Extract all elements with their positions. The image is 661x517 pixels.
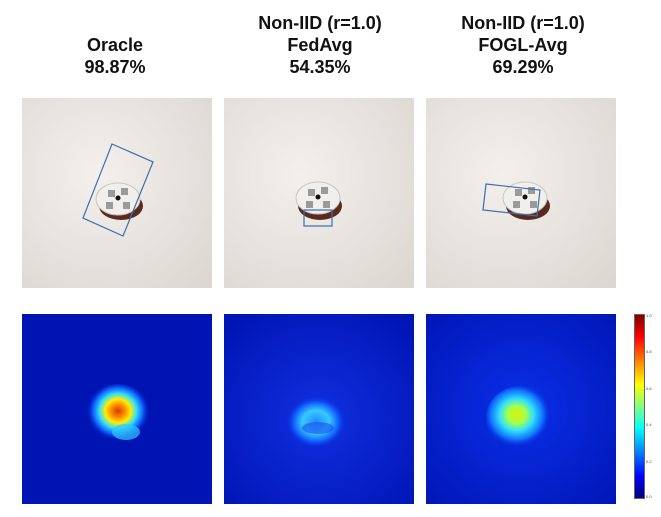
colorbar-tick: 0.6 [646,386,652,391]
photo-fedavg [224,98,414,288]
colorbar [634,314,645,499]
title-line-1: Non-IID (r=1.0) [461,13,585,33]
prediction-box [303,209,333,227]
colorbar-tick: 0.2 [646,459,652,464]
title-line-3: 54.35% [289,57,351,77]
column-title-fogl-avg: Non-IID (r=1.0) FOGL-Avg 69.29% [428,12,618,78]
title-line-1: Non-IID (r=1.0) [258,13,382,33]
title-line-2: Oracle [86,35,144,55]
column-title-fedavg: Non-IID (r=1.0) FedAvg 54.35% [225,12,415,78]
colorbar-tick: 0.4 [646,422,652,427]
title-line-2: FedAvg [287,35,353,55]
title-line-3: 69.29% [492,57,554,77]
prediction-box [482,183,541,217]
colorbar-tick: 1.0 [646,313,652,318]
photo-fogl-avg [426,98,616,288]
column-title-oracle: Oracle 98.87% [30,34,200,78]
title-line-2: FOGL-Avg [478,35,568,55]
heatmap-fedavg [224,314,414,504]
heatmap-oracle [22,314,212,504]
title-line-3: 98.87% [84,57,146,77]
colorbar-tick: 0.8 [646,349,652,354]
photo-oracle [22,98,212,288]
prediction-box [82,143,154,237]
colorbar-tick: 0.0 [646,494,652,499]
heatmap-fogl-avg [426,314,616,504]
